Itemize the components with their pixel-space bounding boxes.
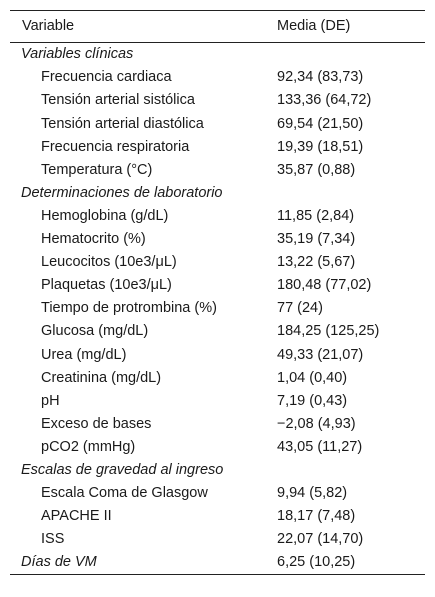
row-label: Temperatura (°C): [41, 161, 153, 178]
table-row: Hematocrito (%) 35,19 (7,34): [10, 228, 425, 251]
footer-row: Días de VM 6,25 (10,25): [10, 551, 425, 574]
row-value: 184,25 (125,25): [277, 323, 380, 340]
row-value: 19,39 (18,51): [277, 138, 364, 155]
table-header-rule: [10, 42, 425, 43]
table-row: Exceso de bases −2,08 (4,93): [10, 413, 425, 436]
row-label: Creatinina (mg/dL): [41, 369, 162, 386]
section-title: Determinaciones de laboratorio: [21, 184, 223, 201]
table-header-row: Variable Media (DE): [10, 11, 425, 42]
section-title: Variables clínicas: [21, 46, 134, 63]
table-row: Tensión arterial sistólica 133,36 (64,72): [10, 89, 425, 112]
row-value: 7,19 (0,43): [277, 392, 348, 409]
section-row: Variables clínicas: [10, 43, 425, 66]
row-label: Plaquetas (10e3/μL): [41, 277, 172, 294]
table-row: Tiempo de protrombina (%) 77 (24): [10, 297, 425, 320]
row-label: ISS: [41, 531, 65, 548]
row-label: Glucosa (mg/dL): [41, 323, 149, 340]
row-label: Tensión arterial diastólica: [41, 115, 204, 132]
row-label: Leucocitos (10e3/μL): [41, 254, 177, 271]
table-row: Escala Coma de Glasgow 9,94 (5,82): [10, 482, 425, 505]
row-label: Tensión arterial sistólica: [41, 92, 195, 109]
row-label: Hematocrito (%): [41, 231, 146, 248]
row-value: 18,17 (7,48): [277, 508, 356, 525]
row-label: Escala Coma de Glasgow: [41, 485, 208, 502]
row-label: Frecuencia cardiaca: [41, 69, 172, 86]
row-value: 92,34 (83,73): [277, 69, 364, 86]
row-label: Urea (mg/dL): [41, 346, 127, 363]
table-row: pCO2 (mmHg) 43,05 (11,27): [10, 436, 425, 459]
table-row: Hemoglobina (g/dL) 11,85 (2,84): [10, 205, 425, 228]
table-row: Tensión arterial diastólica 69,54 (21,50): [10, 112, 425, 135]
table-row: Frecuencia cardiaca 92,34 (83,73): [10, 66, 425, 89]
section-row: Determinaciones de laboratorio: [10, 182, 425, 205]
row-label: Hemoglobina (g/dL): [41, 207, 169, 224]
row-value: 1,04 (0,40): [277, 369, 348, 386]
footer-row-value: 6,25 (10,25): [277, 554, 356, 571]
table-row: Glucosa (mg/dL) 184,25 (125,25): [10, 320, 425, 343]
section-title: Escalas de gravedad al ingreso: [21, 461, 224, 478]
row-value: 35,87 (0,88): [277, 161, 356, 178]
table-row: Creatinina (mg/dL) 1,04 (0,40): [10, 366, 425, 389]
table-row: APACHE II 18,17 (7,48): [10, 505, 425, 528]
table-row: pH 7,19 (0,43): [10, 389, 425, 412]
table-row: Urea (mg/dL) 49,33 (21,07): [10, 343, 425, 366]
row-value: 133,36 (64,72): [277, 92, 372, 109]
row-value: −2,08 (4,93): [277, 415, 356, 432]
table-bottom-rule: [10, 574, 425, 576]
row-label: APACHE II: [41, 508, 112, 525]
data-table: Variable Media (DE) Variables clínicas Fr…: [10, 10, 425, 576]
row-value: 180,48 (77,02): [277, 277, 372, 294]
footer-row-label: Días de VM: [21, 554, 97, 571]
header-value: Media (DE): [277, 18, 351, 35]
table-top-rule: [10, 10, 425, 11]
row-value: 43,05 (11,27): [277, 438, 363, 455]
row-label: Frecuencia respiratoria: [41, 138, 190, 155]
table-row: ISS 22,07 (14,70): [10, 528, 425, 551]
table-body: Variables clínicas Frecuencia cardiaca 92,…: [10, 43, 425, 551]
row-label: pCO2 (mmHg): [41, 438, 136, 455]
row-value: 49,33 (21,07): [277, 346, 364, 363]
header-variable: Variable: [22, 18, 75, 35]
row-value: 11,85 (2,84): [277, 207, 355, 224]
row-label: Tiempo de protrombina (%): [41, 300, 217, 317]
row-value: 77 (24): [277, 300, 323, 317]
row-value: 13,22 (5,67): [277, 254, 356, 271]
row-value: 9,94 (5,82): [277, 485, 348, 502]
row-value: 22,07 (14,70): [277, 531, 364, 548]
section-row: Escalas de gravedad al ingreso: [10, 459, 425, 482]
table-row: Leucocitos (10e3/μL) 13,22 (5,67): [10, 251, 425, 274]
table-row: Frecuencia respiratoria 19,39 (18,51): [10, 135, 425, 158]
row-label: Exceso de bases: [41, 415, 152, 432]
row-value: 69,54 (21,50): [277, 115, 364, 132]
table-row: Plaquetas (10e3/μL) 180,48 (77,02): [10, 274, 425, 297]
row-value: 35,19 (7,34): [277, 231, 356, 248]
table-row: Temperatura (°C) 35,87 (0,88): [10, 158, 425, 181]
row-label: pH: [41, 392, 60, 409]
